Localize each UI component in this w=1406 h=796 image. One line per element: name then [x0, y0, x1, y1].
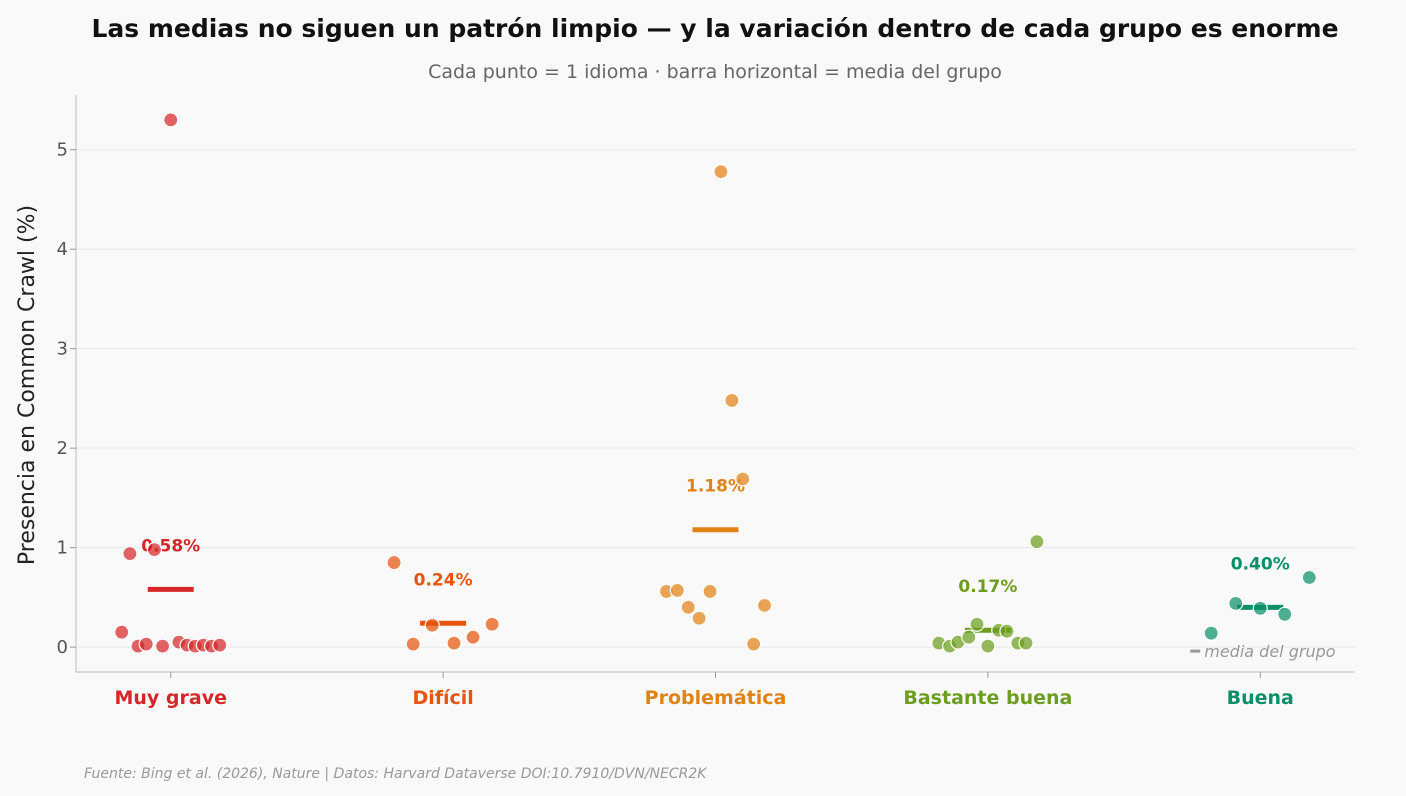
data-point [961, 629, 977, 645]
y-axis-label: Presencia en Common Crawl (%) [15, 205, 40, 565]
category-label: Bastante buena [903, 687, 1072, 709]
category-label: Buena [1227, 687, 1294, 709]
data-point [1203, 625, 1219, 641]
data-point [691, 610, 707, 626]
data-point [756, 597, 773, 613]
data-point [746, 636, 762, 652]
data-point [146, 542, 162, 558]
data-point [980, 638, 996, 654]
data-point [1029, 534, 1045, 550]
data-point [669, 582, 685, 599]
mean-label: 0.24% [414, 570, 473, 590]
y-tick-label: 2 [57, 438, 68, 459]
data-point [713, 164, 729, 180]
category-label: Problemática [645, 687, 787, 709]
y-tick-label: 5 [57, 140, 68, 161]
category-label: Difícil [412, 687, 473, 709]
legend: media del grupo [1190, 642, 1336, 661]
legend-text: media del grupo [1204, 642, 1335, 661]
category-label: Muy grave [114, 687, 227, 709]
data-point [969, 616, 985, 632]
mean-label: 0.17% [958, 577, 1017, 597]
data-points [114, 112, 1317, 654]
grid [76, 149, 1355, 648]
y-tick-label: 0 [57, 637, 68, 658]
chart-subtitle: Cada punto = 1 idioma · barra horizontal… [428, 61, 1002, 83]
y-tick-label: 3 [57, 339, 68, 360]
data-point [484, 616, 500, 632]
data-point [1252, 600, 1268, 616]
data-point [138, 636, 154, 652]
y-tick-label: 1 [57, 538, 68, 559]
source-note: Fuente: Bing et al. (2026), Nature | Dat… [84, 766, 708, 782]
data-point [405, 636, 421, 652]
mean-label: 1.18% [686, 477, 745, 497]
data-point [1301, 569, 1317, 586]
data-point [212, 637, 228, 653]
mean-label: 0.40% [1231, 554, 1290, 574]
data-point [724, 392, 740, 409]
data-point [999, 623, 1015, 639]
category-labels: Muy grave Difícil Problemática Bastante bue… [114, 687, 1293, 709]
data-point [163, 112, 179, 128]
data-point [680, 599, 696, 615]
data-point [446, 635, 462, 651]
data-point [465, 629, 481, 645]
chart-title: Las medias no siguen un patrón limpio — … [91, 14, 1338, 43]
data-point [386, 554, 402, 571]
axes [75, 95, 1355, 678]
data-point [1018, 635, 1034, 651]
data-point [702, 583, 718, 600]
data-point [424, 617, 440, 633]
data-point [122, 546, 138, 562]
y-tick-label: 4 [57, 239, 68, 260]
data-point [154, 638, 171, 654]
data-point [1228, 595, 1244, 611]
data-point [1277, 606, 1293, 622]
data-point [114, 624, 130, 640]
y-ticks: 0 1 2 3 4 5 [57, 140, 76, 658]
mean-bars: 0.58%0.24%1.18%0.17%0.40% [141, 477, 1290, 633]
data-point [735, 471, 751, 487]
